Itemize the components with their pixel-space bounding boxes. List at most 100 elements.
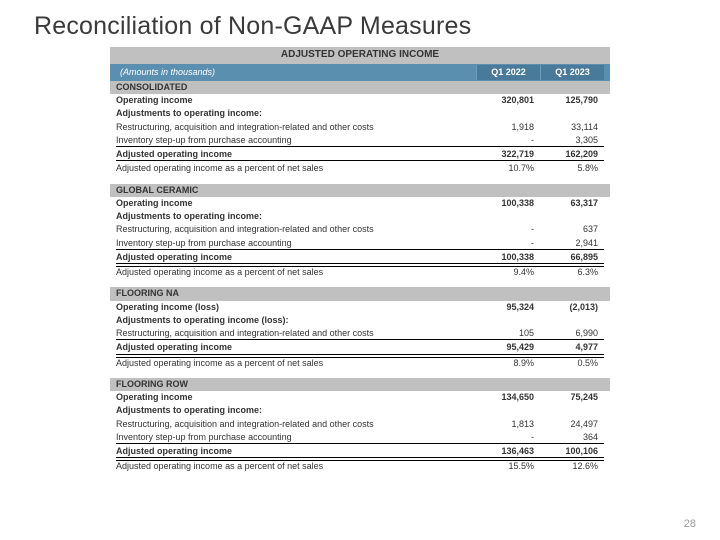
row-label: Operating income (loss) (116, 302, 476, 313)
table-row: Restructuring, acquisition and integrati… (110, 121, 610, 134)
table-row: Adjusted operating income322,719162,209 (110, 148, 610, 162)
row-val-q2: 33,114 (540, 122, 604, 133)
row-label: Adjusted operating income (116, 149, 476, 161)
row-val-q1: 15.5% (476, 460, 540, 472)
table-row: Restructuring, acquisition and integrati… (110, 418, 610, 431)
row-val-q2: 637 (540, 224, 604, 235)
row-val-q1: - (476, 238, 540, 250)
table-row: Inventory step-up from purchase accounti… (110, 431, 610, 445)
section-name: GLOBAL CERAMIC (116, 185, 476, 196)
row-label: Inventory step-up from purchase accounti… (116, 135, 476, 147)
table-row: Adjustments to operating income (loss): (110, 314, 610, 327)
row-label: Adjusted operating income as a percent o… (116, 163, 476, 174)
row-val-q2: 5.8% (540, 163, 604, 174)
row-val-q2: 63,317 (540, 198, 604, 209)
row-label: Adjustments to operating income: (116, 405, 476, 416)
table-row: Adjustments to operating income: (110, 404, 610, 417)
table-row: Operating income320,801125,790 (110, 94, 610, 107)
header-q1: Q1 2022 (476, 65, 540, 80)
row-label: Adjusted operating income (116, 342, 476, 354)
row-val-q1 (476, 108, 540, 119)
row-label: Adjusted operating income as a percent o… (116, 357, 476, 369)
table-row: Adjustments to operating income: (110, 107, 610, 120)
row-val-q2: 0.5% (540, 357, 604, 369)
header-q2: Q1 2023 (540, 65, 604, 80)
table-row: Adjustments to operating income: (110, 210, 610, 223)
table-banner: ADJUSTED OPERATING INCOME (110, 47, 610, 64)
row-val-q2: 162,209 (540, 149, 604, 161)
row-val-q2: 6,990 (540, 328, 604, 340)
row-val-q1: 1,918 (476, 122, 540, 133)
row-val-q2: 24,497 (540, 419, 604, 430)
row-val-q2: 100,106 (540, 446, 604, 458)
section-name: FLOORING ROW (116, 379, 476, 390)
section-name: CONSOLIDATED (116, 82, 476, 93)
row-val-q1: 322,719 (476, 149, 540, 161)
row-val-q1: - (476, 224, 540, 235)
row-val-q2: 3,305 (540, 135, 604, 147)
table-row: Adjusted operating income as a percent o… (110, 356, 610, 370)
row-val-q1: 9.4% (476, 266, 540, 278)
row-label: Adjusted operating income as a percent o… (116, 460, 476, 472)
table-header: (Amounts in thousands) Q1 2022 Q1 2023 (110, 64, 610, 81)
section-header: GLOBAL CERAMIC (110, 184, 610, 197)
row-label: Adjusted operating income (116, 252, 476, 264)
row-val-q1: 95,429 (476, 342, 540, 354)
row-label: Restructuring, acquisition and integrati… (116, 122, 476, 133)
row-val-q1 (476, 211, 540, 222)
page-number: 28 (684, 518, 696, 530)
row-val-q2: 12.6% (540, 460, 604, 472)
row-label: Operating income (116, 95, 476, 106)
table-row: Restructuring, acquisition and integrati… (110, 223, 610, 236)
table-row: Operating income100,33863,317 (110, 197, 610, 210)
row-val-q2 (540, 405, 604, 416)
row-label: Restructuring, acquisition and integrati… (116, 224, 476, 235)
slide-title: Reconciliation of Non-GAAP Measures (0, 0, 720, 47)
table-row: Adjusted operating income as a percent o… (110, 265, 610, 279)
section-name: FLOORING NA (116, 288, 476, 299)
row-label: Operating income (116, 392, 476, 403)
row-label: Adjustments to operating income (loss): (116, 315, 476, 326)
row-val-q2 (540, 315, 604, 326)
row-val-q2 (540, 108, 604, 119)
row-label: Restructuring, acquisition and integrati… (116, 328, 476, 340)
row-val-q1: 134,650 (476, 392, 540, 403)
row-val-q1: - (476, 432, 540, 444)
row-val-q1: 100,338 (476, 252, 540, 264)
row-label: Inventory step-up from purchase accounti… (116, 238, 476, 250)
row-label: Inventory step-up from purchase accounti… (116, 432, 476, 444)
row-val-q2: 6.3% (540, 266, 604, 278)
row-val-q2 (540, 211, 604, 222)
table-row: Adjusted operating income as a percent o… (110, 162, 610, 175)
row-val-q2: 125,790 (540, 95, 604, 106)
row-val-q1: - (476, 135, 540, 147)
section-header: CONSOLIDATED (110, 81, 610, 94)
row-label: Adjustments to operating income: (116, 211, 476, 222)
reconciliation-table: ADJUSTED OPERATING INCOME (Amounts in th… (110, 47, 610, 474)
row-val-q2: 75,245 (540, 392, 604, 403)
table-row: Adjusted operating income136,463100,106 (110, 445, 610, 459)
row-val-q1: 95,324 (476, 302, 540, 313)
row-val-q1: 105 (476, 328, 540, 340)
table-row: Adjusted operating income as a percent o… (110, 459, 610, 473)
table-row: Operating income134,65075,245 (110, 391, 610, 404)
row-val-q1: 10.7% (476, 163, 540, 174)
row-val-q2: (2,013) (540, 302, 604, 313)
row-val-q1 (476, 405, 540, 416)
section-header: FLOORING ROW (110, 378, 610, 391)
row-val-q2: 364 (540, 432, 604, 444)
row-val-q2: 2,941 (540, 238, 604, 250)
section-header: FLOORING NA (110, 287, 610, 300)
row-label: Adjusted operating income as a percent o… (116, 266, 476, 278)
row-val-q1: 136,463 (476, 446, 540, 458)
row-val-q1 (476, 315, 540, 326)
table-row: Adjusted operating income100,33866,895 (110, 251, 610, 265)
row-label: Adjustments to operating income: (116, 108, 476, 119)
row-val-q1: 320,801 (476, 95, 540, 106)
table-row: Inventory step-up from purchase accounti… (110, 134, 610, 148)
header-amounts: (Amounts in thousands) (116, 65, 476, 80)
row-val-q1: 100,338 (476, 198, 540, 209)
table-row: Operating income (loss)95,324(2,013) (110, 301, 610, 314)
row-label: Adjusted operating income (116, 446, 476, 458)
table-row: Adjusted operating income95,4294,977 (110, 341, 610, 355)
